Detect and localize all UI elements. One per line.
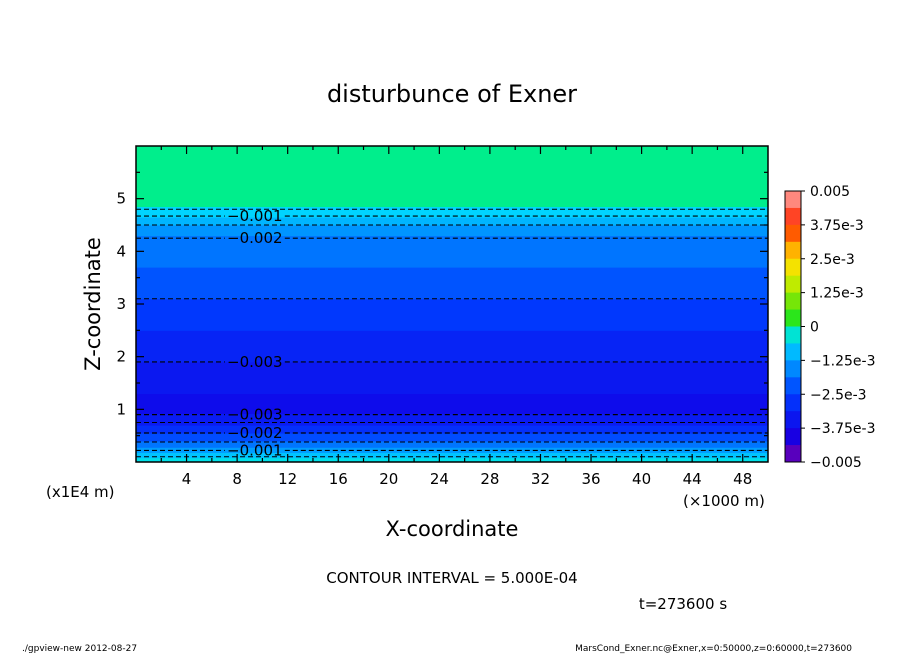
y-axis-label: Z-coordinate xyxy=(81,237,105,371)
contour-band xyxy=(136,146,768,208)
contour-band xyxy=(136,298,768,331)
colorbar-segment xyxy=(785,445,801,463)
x-tick-label: 4 xyxy=(182,470,192,488)
contour-band xyxy=(136,425,768,434)
x-tick-label: 32 xyxy=(531,470,550,488)
contour-band xyxy=(136,361,768,395)
contour-lines xyxy=(136,208,768,458)
colorbar-segment xyxy=(785,207,801,226)
footer-right: MarsCond_Exner.nc@Exner,x=0:50000,z=0:60… xyxy=(575,644,852,654)
contour-band xyxy=(136,330,768,363)
colorbar-labels: 0.005 3.75e-3 2.5e-3 1.25e-3 0 −1.25e-3 −2.5e-… xyxy=(801,184,875,471)
contour-interval-note: CONTOUR INTERVAL = 5.000E-04 xyxy=(326,569,577,587)
x-tick-label: 12 xyxy=(278,470,297,488)
x-tick-label: 28 xyxy=(480,470,499,488)
colorbar-segment xyxy=(785,241,801,260)
x-axis-label: X-coordinate xyxy=(386,517,519,541)
contour-band xyxy=(136,267,768,300)
colorbar-segment xyxy=(785,394,801,412)
x-tick-label: 20 xyxy=(379,470,398,488)
colorbar-tick-label: −1.25e-3 xyxy=(810,353,875,369)
colorbar-segment xyxy=(785,224,801,243)
colorbar-tick-label: −2.5e-3 xyxy=(810,387,867,403)
y-axis-unit: (x1E4 m) xyxy=(46,483,115,501)
colorbar-segment xyxy=(785,309,801,327)
y-tick-label: 5 xyxy=(116,190,126,208)
colorbar-segment xyxy=(785,343,801,361)
colorbar-segment xyxy=(785,258,801,277)
colorbar-segment xyxy=(785,326,801,344)
colorbar xyxy=(784,190,802,463)
x-tick-label: 16 xyxy=(329,470,348,488)
contour-band xyxy=(136,447,768,454)
contour-labels: −0.001−0.002−0.003−0.003−0.002−0.001 xyxy=(227,207,283,459)
footer-left: ./gpview-new 2012-08-27 xyxy=(22,644,137,654)
x-tick-label: 48 xyxy=(733,470,752,488)
contour-band xyxy=(136,433,768,442)
y-axis-ticks: 1 2 3 4 5 xyxy=(116,171,768,437)
x-tick-label: 44 xyxy=(683,470,702,488)
chart-title: disturbunce of Exner xyxy=(327,80,577,108)
contour-band xyxy=(136,235,768,268)
x-axis-ticks: 4 8 12 16 20 24 28 32 36 40 44 48 xyxy=(160,146,752,488)
colorbar-segment xyxy=(785,191,801,209)
colorbar-segment xyxy=(785,377,801,395)
contour-band xyxy=(136,393,768,415)
x-tick-label: 36 xyxy=(581,470,600,488)
time-stamp: t=273600 s xyxy=(639,595,727,613)
contour-label: −0.001 xyxy=(227,441,283,459)
plot-area-fills xyxy=(136,146,768,463)
contour-band xyxy=(136,457,768,463)
y-tick-label: 4 xyxy=(116,242,126,260)
colorbar-tick-label: 1.25e-3 xyxy=(810,286,864,302)
colorbar-tick-label: 3.75e-3 xyxy=(810,218,864,234)
colorbar-segment xyxy=(785,428,801,446)
contour-label: −0.003 xyxy=(227,406,283,424)
y-tick-label: 1 xyxy=(116,400,126,418)
colorbar-tick-label: −0.005 xyxy=(810,455,862,471)
contour-label: −0.003 xyxy=(227,353,283,371)
colorbar-segment xyxy=(785,411,801,429)
colorbar-segment xyxy=(785,275,801,294)
contour-band xyxy=(136,206,768,218)
colorbar-segment xyxy=(785,292,801,311)
contour-band xyxy=(136,452,768,459)
colorbar-tick-label: 2.5e-3 xyxy=(810,252,855,268)
y-tick-label: 2 xyxy=(116,348,126,366)
contour-band xyxy=(136,225,768,237)
y-tick-label: 3 xyxy=(116,295,126,313)
x-tick-label: 40 xyxy=(632,470,651,488)
colorbar-tick-label: −3.75e-3 xyxy=(810,421,875,437)
colorbar-tick-label: 0.005 xyxy=(810,184,850,200)
contour-label: −0.002 xyxy=(227,424,283,442)
contour-label: −0.001 xyxy=(227,207,283,225)
x-tick-label: 24 xyxy=(430,470,449,488)
x-tick-label: 8 xyxy=(232,470,242,488)
contour-band xyxy=(136,440,768,448)
colorbar-tick-label: 0 xyxy=(810,320,819,336)
contour-label: −0.002 xyxy=(227,229,283,247)
colorbar-segment xyxy=(785,360,801,378)
x-axis-unit: (×1000 m) xyxy=(683,492,765,510)
contour-band xyxy=(136,217,768,226)
